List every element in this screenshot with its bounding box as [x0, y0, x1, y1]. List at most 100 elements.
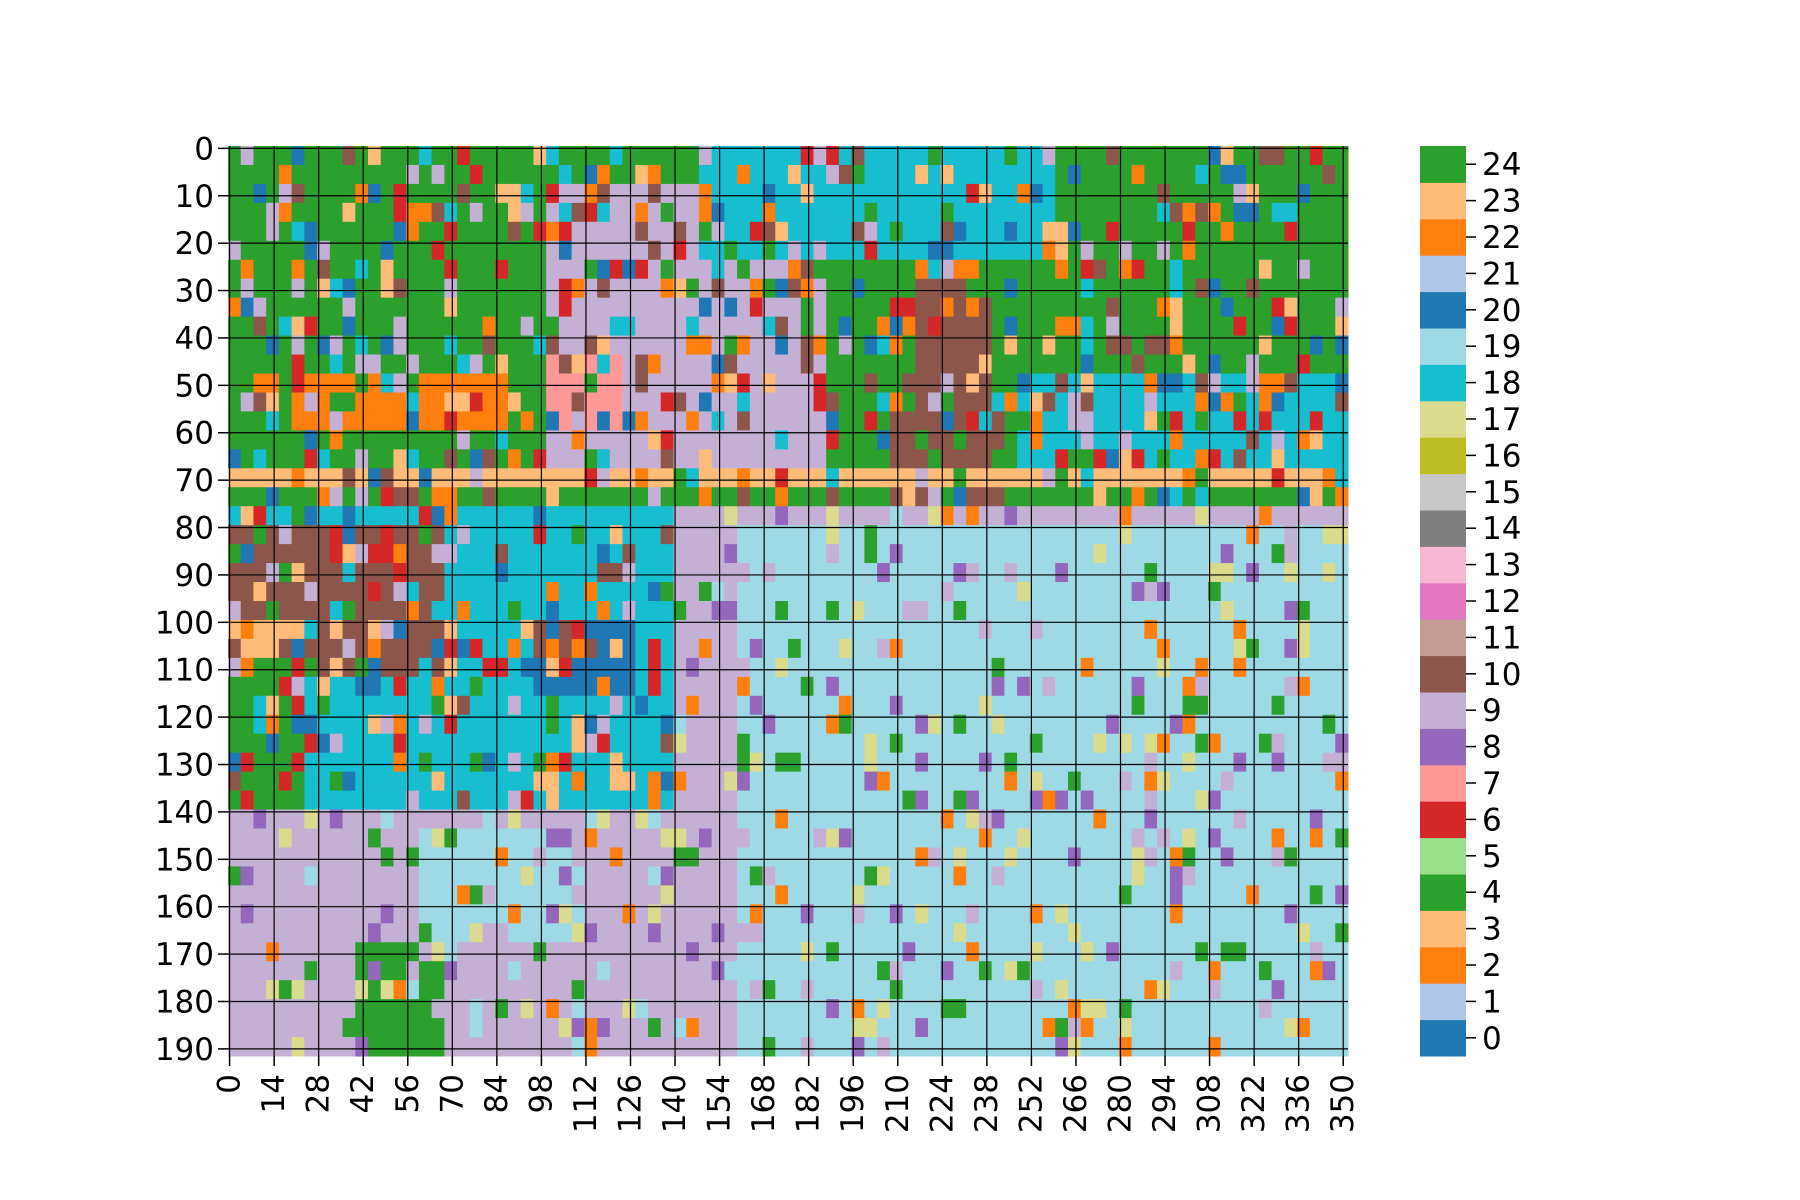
heatmap-cell [762, 582, 776, 602]
heatmap-cell [240, 999, 254, 1019]
heatmap-cell [304, 619, 318, 640]
heatmap-cell [368, 316, 382, 337]
heatmap-cell [1055, 335, 1069, 356]
heatmap-cell [253, 752, 267, 773]
heatmap-cell [1118, 373, 1133, 393]
heatmap-cell [546, 183, 560, 204]
heatmap-cell [940, 866, 954, 886]
heatmap-cell [1297, 866, 1311, 886]
heatmap-cell [940, 752, 954, 773]
heatmap-cell [928, 885, 942, 905]
heatmap-cell [1208, 961, 1222, 981]
heatmap-cell [368, 961, 382, 981]
heatmap-cell [278, 506, 293, 526]
heatmap-cell [406, 411, 420, 431]
heatmap-cell [826, 221, 840, 242]
heatmap-cell [686, 923, 700, 943]
heatmap-cell [469, 563, 484, 583]
heatmap-cell [342, 506, 356, 526]
heatmap-cell [304, 487, 318, 507]
heatmap-cell [1068, 468, 1082, 488]
heatmap-cell [482, 373, 496, 393]
heatmap-cell [1169, 544, 1184, 564]
heatmap-cell [877, 164, 891, 185]
heatmap-cell [520, 240, 534, 261]
heatmap-cell [1106, 733, 1120, 754]
heatmap-cell [406, 544, 420, 564]
heatmap-cell [711, 695, 725, 716]
heatmap-cell [266, 638, 280, 659]
heatmap-cell [915, 183, 929, 204]
heatmap-cell [393, 714, 407, 735]
x-tick-label: 336 [1281, 1074, 1317, 1133]
heatmap-cell [342, 449, 356, 469]
heatmap-cell [317, 733, 331, 754]
heatmap-cell [609, 847, 624, 867]
heatmap-cell [1017, 487, 1031, 507]
heatmap-cell [291, 638, 305, 659]
heatmap-cell [1080, 904, 1094, 924]
heatmap-cell [1322, 733, 1336, 754]
heatmap-cell [1080, 297, 1094, 318]
heatmap-cell [622, 942, 636, 962]
heatmap-cell [317, 809, 331, 829]
heatmap-cell [368, 866, 382, 886]
heatmap-cell [1157, 1037, 1171, 1057]
heatmap-cell [864, 335, 878, 356]
heatmap-cell [558, 278, 573, 299]
heatmap-cell [1246, 714, 1260, 735]
heatmap-cell [1118, 506, 1133, 526]
heatmap-cell [737, 240, 751, 261]
heatmap-cell [291, 221, 305, 242]
heatmap-cell [838, 847, 853, 867]
heatmap-cell [431, 771, 445, 792]
heatmap-cell [1017, 221, 1031, 242]
heatmap-cell [508, 430, 522, 450]
heatmap-cell [1271, 601, 1285, 621]
heatmap-cell [1118, 828, 1133, 848]
heatmap-cell [991, 411, 1005, 431]
heatmap-cell [1335, 619, 1349, 640]
heatmap-cell [597, 278, 611, 299]
heatmap-cell [1246, 221, 1260, 242]
heatmap-cell [788, 714, 802, 735]
heatmap-cell [571, 828, 585, 848]
heatmap-cell [444, 866, 458, 886]
heatmap-cell [800, 297, 814, 318]
heatmap-cell [1335, 923, 1349, 943]
heatmap-cell [889, 146, 904, 166]
heatmap-cell [342, 980, 356, 1000]
heatmap-cell [1093, 638, 1107, 659]
heatmap-cell [711, 601, 725, 621]
heatmap-cell [355, 544, 369, 564]
heatmap-cell [966, 582, 980, 602]
heatmap-cell [711, 259, 725, 280]
heatmap-cell [393, 1037, 407, 1057]
heatmap-cell [749, 582, 764, 602]
heatmap-cell [749, 809, 764, 829]
heatmap-cell [686, 809, 700, 829]
heatmap-cell [762, 335, 776, 356]
heatmap-cell [966, 809, 980, 829]
heatmap-cell [1093, 695, 1107, 716]
heatmap-cell [1093, 392, 1107, 412]
heatmap-cell [1144, 999, 1158, 1019]
heatmap-cell [1042, 885, 1056, 905]
heatmap-cell [1106, 942, 1120, 962]
heatmap-cell [1055, 354, 1069, 374]
heatmap-cell [1258, 544, 1273, 564]
heatmap-cell [1297, 582, 1311, 602]
heatmap-cell [928, 335, 942, 356]
heatmap-cell [851, 942, 865, 962]
heatmap-cell [393, 695, 407, 716]
heatmap-cell [762, 999, 776, 1019]
heatmap-cell [431, 847, 445, 867]
heatmap-cell [609, 468, 624, 488]
heatmap-cell [253, 676, 267, 697]
heatmap-cell [1182, 563, 1196, 583]
heatmap-cell [584, 714, 598, 735]
heatmap-cell [1208, 278, 1222, 299]
heatmap-cell [597, 961, 611, 981]
heatmap-cell [991, 563, 1005, 583]
heatmap-cell [1182, 487, 1196, 507]
